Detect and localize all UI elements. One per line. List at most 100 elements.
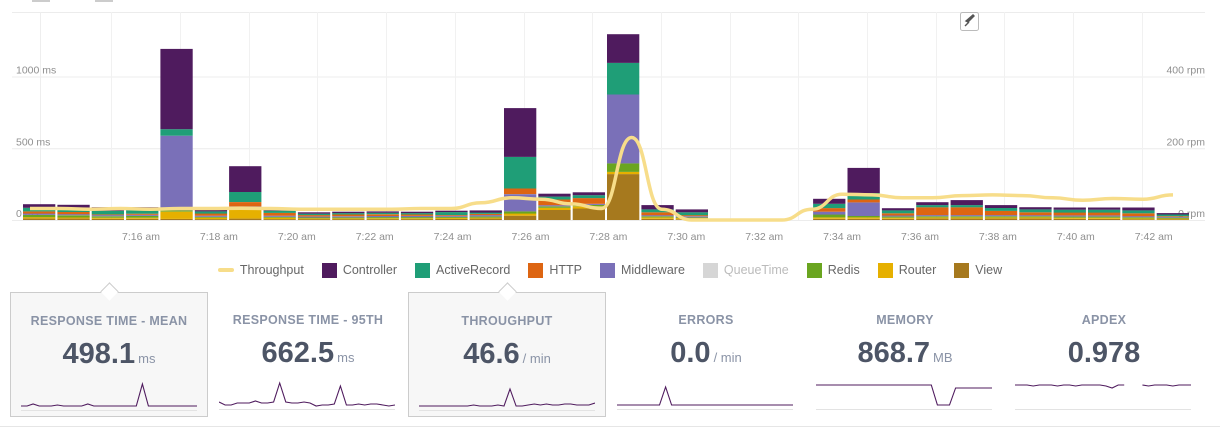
bar-segment-controller[interactable]: [1088, 207, 1121, 210]
bar-segment-controller[interactable]: [881, 208, 915, 211]
bar-segment-router[interactable]: [916, 217, 949, 219]
bar-segment-http[interactable]: [469, 214, 502, 216]
bar-segment-redis[interactable]: [950, 216, 983, 218]
bar-segment-router[interactable]: [1088, 217, 1121, 219]
bar-segment-view[interactable]: [1156, 219, 1189, 220]
bar-segment-activerecord[interactable]: [160, 129, 193, 136]
bar-segment-redis[interactable]: [641, 216, 674, 218]
bar-segment-controller[interactable]: [538, 193, 571, 197]
bar-segment-router[interactable]: [400, 218, 434, 220]
bar-segment-http[interactable]: [435, 215, 468, 216]
bar-segment-middleware[interactable]: [1088, 215, 1121, 217]
bar-segment-redis[interactable]: [57, 215, 90, 218]
bar-segment-router[interactable]: [607, 171, 640, 175]
bar-segment-redis[interactable]: [538, 206, 571, 208]
bar-segment-view[interactable]: [23, 218, 56, 220]
bar-segment-activerecord[interactable]: [229, 192, 262, 202]
bar-segment-redis[interactable]: [1088, 216, 1121, 218]
bar-segment-http[interactable]: [366, 214, 399, 216]
bar-stack[interactable]: [229, 166, 262, 220]
bar-segment-controller[interactable]: [504, 108, 537, 157]
bar-segment-router[interactable]: [641, 217, 674, 219]
bar-segment-view[interactable]: [91, 218, 124, 220]
bar-segment-redis[interactable]: [194, 216, 228, 218]
metric-card-apdex[interactable]: APDEX 0.978: [1005, 292, 1203, 417]
bar-segment-middleware[interactable]: [297, 216, 331, 218]
bar-segment-activerecord[interactable]: [1053, 209, 1086, 213]
legend-item-http[interactable]: HTTP: [528, 262, 582, 278]
bar-segment-middleware[interactable]: [194, 215, 228, 217]
bar-segment-http[interactable]: [297, 215, 331, 217]
bar-segment-redis[interactable]: [435, 216, 468, 218]
bar-segment-http[interactable]: [194, 213, 228, 216]
bar-segment-middleware[interactable]: [332, 216, 365, 218]
bar-segment-controller[interactable]: [847, 167, 880, 193]
bar-segment-router[interactable]: [366, 218, 399, 220]
bar-segment-http[interactable]: [1088, 212, 1121, 216]
bar-segment-redis[interactable]: [813, 214, 846, 218]
bar-segment-view[interactable]: [229, 218, 262, 220]
bar-segment-redis[interactable]: [1019, 216, 1052, 218]
bar-stack[interactable]: [1053, 207, 1086, 221]
bar-segment-controller[interactable]: [984, 205, 1018, 208]
bar-segment-router[interactable]: [1019, 217, 1052, 219]
bar-segment-activerecord[interactable]: [91, 210, 124, 215]
bar-segment-http[interactable]: [1156, 216, 1189, 217]
bar-segment-router[interactable]: [332, 218, 365, 220]
bar-stack[interactable]: [23, 204, 56, 220]
bar-segment-redis[interactable]: [847, 216, 880, 218]
bar-segment-view[interactable]: [57, 218, 90, 220]
bar-stack[interactable]: [469, 210, 502, 220]
metric-card-response-time-mean[interactable]: RESPONSE TIME - MEAN 498.1 ms: [10, 282, 208, 417]
bar-segment-view[interactable]: [984, 218, 1018, 220]
bar-segment-redis[interactable]: [984, 216, 1018, 218]
legend-item-controller[interactable]: Controller: [321, 262, 397, 278]
bar-segment-middleware[interactable]: [160, 135, 193, 211]
bar-segment-activerecord[interactable]: [641, 209, 674, 213]
bar-segment-controller[interactable]: [1122, 207, 1155, 211]
bar-segment-view[interactable]: [297, 219, 331, 220]
bar-segment-router[interactable]: [194, 217, 228, 220]
bar-segment-activerecord[interactable]: [263, 210, 296, 213]
bar-segment-view[interactable]: [160, 218, 193, 220]
bar-segment-redis[interactable]: [469, 216, 502, 218]
bar-segment-activerecord[interactable]: [950, 205, 983, 208]
bar-segment-view[interactable]: [263, 219, 296, 220]
metric-card-response-time-95th[interactable]: RESPONSE TIME - 95TH 662.5 ms: [209, 292, 407, 417]
bar-segment-middleware[interactable]: [23, 213, 56, 215]
bar-segment-view[interactable]: [1122, 219, 1155, 220]
bar-segment-http[interactable]: [984, 210, 1018, 216]
bar-segment-http[interactable]: [23, 211, 56, 214]
bar-segment-redis[interactable]: [1053, 216, 1086, 218]
bar-segment-middleware[interactable]: [607, 94, 640, 164]
bar-segment-view[interactable]: [641, 218, 674, 220]
bar-segment-activerecord[interactable]: [332, 213, 365, 215]
bar-segment-router[interactable]: [881, 217, 915, 219]
bar-segment-middleware[interactable]: [57, 214, 90, 216]
bar-segment-middleware[interactable]: [435, 215, 468, 217]
bar-segment-controller[interactable]: [1156, 213, 1189, 215]
bar-segment-activerecord[interactable]: [1122, 210, 1155, 214]
legend-item-router[interactable]: Router: [877, 262, 936, 278]
bar-segment-activerecord[interactable]: [469, 212, 502, 214]
bar-segment-http[interactable]: [1122, 213, 1155, 217]
legend-item-middleware[interactable]: Middleware: [599, 262, 685, 278]
bar-segment-activerecord[interactable]: [400, 213, 434, 215]
bar-stack[interactable]: [400, 211, 434, 220]
bar-segment-middleware[interactable]: [91, 215, 124, 217]
bar-segment-middleware[interactable]: [469, 215, 502, 217]
bar-segment-middleware[interactable]: [1122, 216, 1155, 218]
bar-stack[interactable]: [1122, 207, 1155, 221]
bar-segment-controller[interactable]: [297, 212, 331, 214]
bar-segment-redis[interactable]: [91, 216, 124, 218]
bar-segment-router[interactable]: [1053, 217, 1086, 219]
bar-segment-controller[interactable]: [57, 204, 90, 209]
bar-segment-activerecord[interactable]: [504, 156, 537, 189]
bar-segment-middleware[interactable]: [847, 202, 880, 216]
bar-segment-router[interactable]: [1156, 218, 1189, 220]
bar-segment-middleware[interactable]: [641, 215, 674, 217]
deploy-rocket-icon[interactable]: [960, 12, 979, 31]
bar-segment-view[interactable]: [332, 219, 365, 220]
bar-segment-controller[interactable]: [229, 166, 262, 192]
bar-segment-middleware[interactable]: [538, 205, 571, 207]
